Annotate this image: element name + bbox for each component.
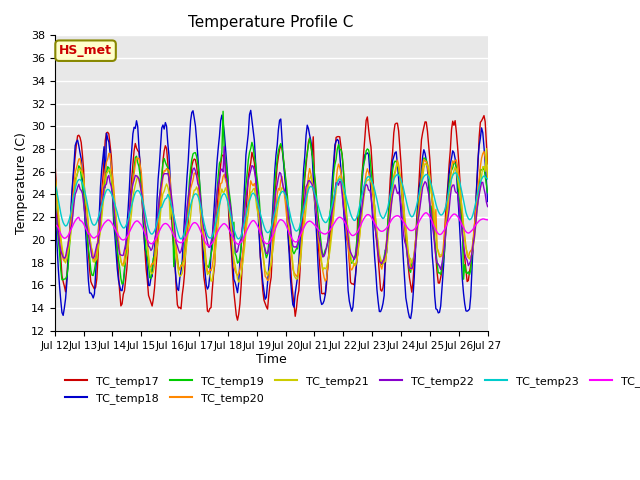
TC_temp19 xyxy=(51,192,59,198)
TC_temp22 xyxy=(220,144,228,150)
TC_temp18 xyxy=(323,277,330,283)
TC_temp22 xyxy=(313,215,321,221)
TC_temp22 xyxy=(323,244,330,250)
TC_temp22 xyxy=(51,201,59,207)
TC_temp24 xyxy=(433,229,441,235)
TC_temp18 xyxy=(63,281,70,287)
TC_temp23 xyxy=(299,212,307,217)
TC_temp20 xyxy=(323,276,330,282)
TC_temp17 xyxy=(432,254,440,260)
TC_temp18 xyxy=(313,237,321,243)
TC_temp18 xyxy=(247,108,255,113)
TC_temp24 xyxy=(422,210,430,216)
TC_temp20 xyxy=(63,252,70,257)
TC_temp24 xyxy=(63,234,70,240)
TC_temp21 xyxy=(51,173,59,179)
TC_temp20 xyxy=(51,169,59,175)
TC_temp18 xyxy=(299,190,307,195)
TC_temp24 xyxy=(205,243,212,249)
TC_temp20 xyxy=(480,149,488,155)
Line: TC_temp22: TC_temp22 xyxy=(55,147,488,269)
TC_temp18 xyxy=(484,199,492,204)
TC_temp20 xyxy=(312,200,319,206)
TC_temp23 xyxy=(432,201,440,207)
TC_temp19 xyxy=(300,183,307,189)
Line: TC_temp24: TC_temp24 xyxy=(55,213,488,246)
TC_temp23 xyxy=(484,176,492,182)
TC_temp17 xyxy=(299,218,307,224)
TC_temp19 xyxy=(433,260,441,266)
TC_temp20 xyxy=(298,245,305,251)
TC_temp21 xyxy=(484,176,492,181)
TC_temp23 xyxy=(451,170,459,176)
TC_temp17 xyxy=(131,141,139,146)
TC_temp24 xyxy=(484,217,492,223)
TC_temp24 xyxy=(51,222,59,228)
TC_temp20 xyxy=(321,278,329,284)
Line: TC_temp18: TC_temp18 xyxy=(55,110,488,319)
TC_temp17 xyxy=(480,113,488,119)
TC_temp17 xyxy=(484,161,492,167)
TC_temp21 xyxy=(483,146,490,152)
TC_temp19 xyxy=(324,240,332,246)
TC_temp17 xyxy=(313,214,321,219)
Line: TC_temp19: TC_temp19 xyxy=(55,111,488,284)
Text: HS_met: HS_met xyxy=(59,44,112,57)
TC_temp23 xyxy=(323,219,330,225)
TC_temp22 xyxy=(437,266,445,272)
TC_temp20 xyxy=(484,170,492,176)
TC_temp24 xyxy=(131,219,139,225)
Legend: TC_temp17, TC_temp18, TC_temp19, TC_temp20, TC_temp21, TC_temp22, TC_temp23, TC_: TC_temp17, TC_temp18, TC_temp19, TC_temp… xyxy=(60,372,640,408)
Line: TC_temp23: TC_temp23 xyxy=(55,173,488,239)
TC_temp17 xyxy=(51,154,59,160)
TC_temp18 xyxy=(433,307,441,312)
TC_temp22 xyxy=(63,247,70,253)
TC_temp24 xyxy=(313,225,321,230)
TC_temp19 xyxy=(220,108,227,114)
Title: Temperature Profile C: Temperature Profile C xyxy=(188,15,354,30)
TC_temp23 xyxy=(131,190,139,195)
TC_temp19 xyxy=(484,190,492,195)
TC_temp17 xyxy=(234,317,241,323)
Line: TC_temp17: TC_temp17 xyxy=(55,116,488,320)
TC_temp18 xyxy=(131,125,139,131)
TC_temp22 xyxy=(432,254,440,260)
TC_temp22 xyxy=(299,211,307,216)
TC_temp24 xyxy=(299,228,307,233)
TC_temp19 xyxy=(63,273,70,279)
TC_temp23 xyxy=(313,198,321,204)
X-axis label: Time: Time xyxy=(256,353,287,366)
TC_temp22 xyxy=(484,204,492,209)
TC_temp21 xyxy=(323,264,330,270)
TC_temp23 xyxy=(177,236,185,242)
TC_temp19 xyxy=(132,153,140,159)
Y-axis label: Temperature (C): Temperature (C) xyxy=(15,132,28,234)
TC_temp21 xyxy=(313,212,321,217)
TC_temp21 xyxy=(131,182,139,188)
TC_temp21 xyxy=(299,234,307,240)
TC_temp18 xyxy=(51,200,59,206)
TC_temp24 xyxy=(323,231,330,237)
TC_temp17 xyxy=(323,282,330,288)
TC_temp20 xyxy=(131,161,139,167)
TC_temp23 xyxy=(63,223,70,228)
TC_temp23 xyxy=(51,181,59,187)
TC_temp21 xyxy=(235,279,243,285)
TC_temp22 xyxy=(131,172,139,178)
TC_temp17 xyxy=(63,275,70,281)
TC_temp20 xyxy=(432,206,440,212)
Line: TC_temp20: TC_temp20 xyxy=(55,152,488,281)
TC_temp18 xyxy=(407,316,415,322)
TC_temp19 xyxy=(314,212,322,218)
TC_temp21 xyxy=(63,256,70,262)
Line: TC_temp21: TC_temp21 xyxy=(55,149,488,282)
TC_temp19 xyxy=(118,281,126,287)
TC_temp21 xyxy=(432,231,440,237)
